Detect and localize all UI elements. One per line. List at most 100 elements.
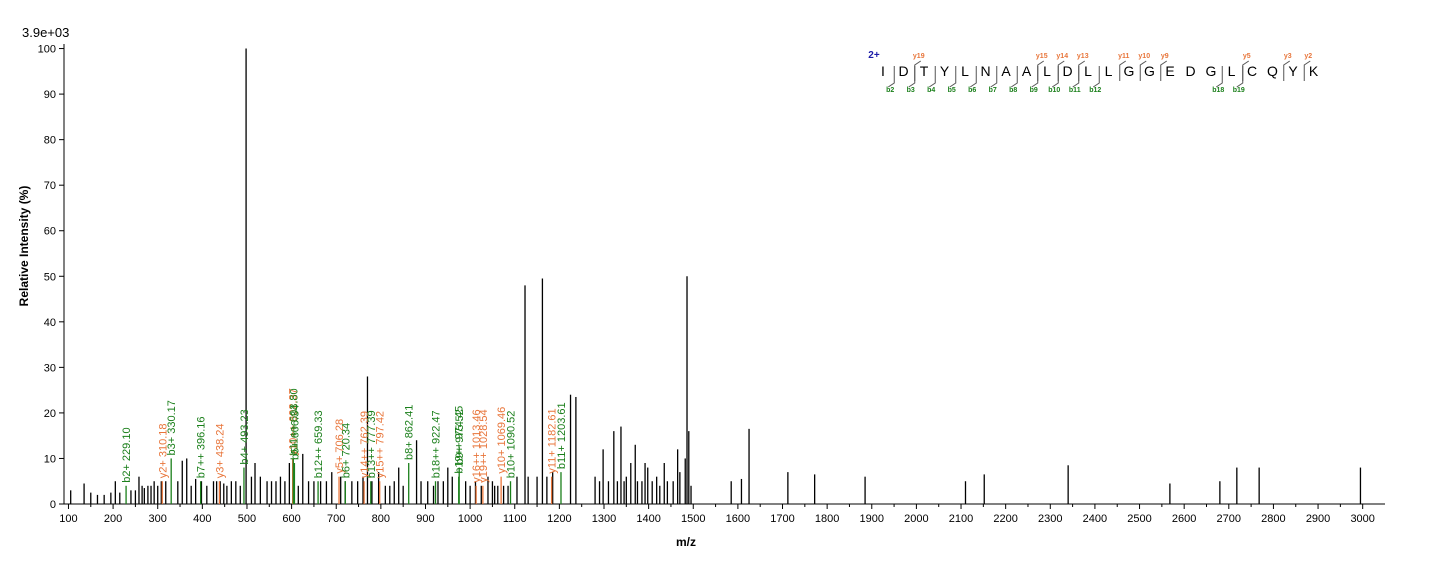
peak-label: y16++ 1013.46 bbox=[471, 409, 483, 482]
x-tick-label: 1300 bbox=[592, 513, 616, 525]
y-ion-bracket bbox=[1139, 60, 1147, 81]
x-tick-label: 900 bbox=[416, 513, 434, 525]
sequence-residue: D bbox=[1062, 63, 1072, 79]
b-ion-bracket bbox=[949, 66, 957, 88]
sequence-residue: L bbox=[1084, 63, 1092, 79]
y-tick-label: 40 bbox=[44, 317, 56, 329]
x-tick-label: 600 bbox=[282, 513, 300, 525]
peak-label: y5+ 706.28 bbox=[334, 419, 346, 474]
b-ion-bracket bbox=[1072, 66, 1080, 88]
sequence-residue: L bbox=[1228, 63, 1236, 79]
x-axis-label: m/z bbox=[676, 535, 696, 549]
b-ion-label: b11 bbox=[1069, 87, 1081, 94]
b-ion-bracket bbox=[1236, 66, 1244, 88]
sequence-residue: D bbox=[898, 63, 908, 79]
peak-bars bbox=[70, 48, 1362, 504]
x-tick-label: 1200 bbox=[547, 513, 571, 525]
peak-label: b3+ 330.17 bbox=[166, 400, 178, 455]
y-ion-label: y13 bbox=[1077, 53, 1089, 60]
b-ion-label: b7 bbox=[989, 87, 997, 94]
x-tick-label: 1600 bbox=[726, 513, 750, 525]
b-ion-label: b6 bbox=[968, 87, 976, 94]
x-tick-label: 3000 bbox=[1350, 513, 1374, 525]
sequence-residue: K bbox=[1309, 63, 1319, 79]
x-tick-label: 1900 bbox=[860, 513, 884, 525]
x-tick-label: 1700 bbox=[770, 513, 794, 525]
sequence-residue: A bbox=[1001, 63, 1011, 79]
peak-label: b13++ 777.39 bbox=[366, 410, 378, 478]
b-ion-label: b2 bbox=[886, 87, 894, 94]
peak-label: b10+ 1090.52 bbox=[506, 411, 518, 479]
x-tick-label: 1800 bbox=[815, 513, 839, 525]
x-tick-label: 2600 bbox=[1172, 513, 1196, 525]
y-axis-label: Relative Intensity (%) bbox=[17, 186, 31, 307]
y-ion-bracket bbox=[914, 60, 922, 81]
y-tick-label: 70 bbox=[44, 180, 56, 192]
y-tick-label: 10 bbox=[44, 453, 56, 465]
peptide-sequence-map: 2+I D T Y L N A A L D L L G G E D G L C Q Y Kb2 b3 b4 b5 b6 b7 b8 b9… bbox=[868, 50, 1319, 94]
peak-label: b2+ 229.10 bbox=[121, 427, 133, 482]
sequence-residue: T bbox=[920, 63, 929, 79]
y-ion-label: y19 bbox=[913, 53, 925, 60]
b-ion-label: b3 bbox=[907, 87, 915, 94]
y-ion-bracket bbox=[1037, 60, 1045, 81]
y-ion-label: y14 bbox=[1056, 53, 1068, 60]
peak-label: b12++ 659.33 bbox=[313, 410, 325, 478]
peak-label: y3+ 438.24 bbox=[214, 423, 226, 478]
peak-label: y14++ 762.39 bbox=[359, 411, 371, 478]
peak-label: b4+ 493.23 bbox=[239, 409, 251, 464]
b-ion-bracket bbox=[1010, 66, 1018, 88]
y-ion-bracket bbox=[1303, 60, 1311, 81]
sequence-residue: A bbox=[1022, 63, 1032, 79]
b-ion-label: b18 bbox=[1212, 87, 1224, 94]
y-ion-label: y9 bbox=[1161, 53, 1169, 60]
y-tick-label: 60 bbox=[44, 226, 56, 238]
sequence-residue: D bbox=[1185, 63, 1195, 79]
x-tick-label: 2900 bbox=[1306, 513, 1330, 525]
x-tick-label: 200 bbox=[104, 513, 122, 525]
sequence-residue: Q bbox=[1267, 63, 1278, 79]
y-tick-label: 0 bbox=[50, 499, 56, 511]
x-tick-label: 2300 bbox=[1038, 513, 1062, 525]
sequence-residue: Y bbox=[1288, 63, 1298, 79]
y-tick-label: 100 bbox=[38, 44, 56, 56]
sequence-residue: G bbox=[1206, 63, 1217, 79]
x-tick-label: 100 bbox=[59, 513, 77, 525]
y-ion-bracket bbox=[1119, 60, 1127, 81]
sequence-residue: L bbox=[1043, 63, 1051, 79]
x-tick-label: 1000 bbox=[458, 513, 482, 525]
b-ion-label: b8 bbox=[1009, 87, 1017, 94]
x-tick-label: 700 bbox=[327, 513, 345, 525]
sequence-residue: L bbox=[1105, 63, 1113, 79]
peak-label: y2+ 310.18 bbox=[157, 423, 169, 478]
sequence-residue: G bbox=[1124, 63, 1135, 79]
peak-label: b5+ 606.34 bbox=[289, 405, 301, 460]
b-ion-label: b12 bbox=[1089, 87, 1101, 94]
x-tick-label: 500 bbox=[238, 513, 256, 525]
y-ion-bracket bbox=[1078, 60, 1086, 81]
x-tick-label: 2700 bbox=[1217, 513, 1241, 525]
y-ion-label: y2 bbox=[1304, 53, 1312, 60]
peak-label: y19++ 1028.54 bbox=[478, 409, 490, 482]
x-tick-label: 2500 bbox=[1127, 513, 1151, 525]
sequence-residue: L bbox=[961, 63, 969, 79]
y-ion-bracket bbox=[1283, 60, 1291, 81]
peak-label: y10+ 1069.46 bbox=[496, 407, 508, 474]
y-ion-label: y5 bbox=[1243, 53, 1251, 60]
y-ion-label: y3 bbox=[1284, 53, 1292, 60]
b-ion-label: b4 bbox=[927, 87, 935, 94]
b-ion-bracket bbox=[1092, 66, 1100, 88]
peak-label: y11+ 1182.61 bbox=[547, 408, 559, 473]
axes: 0 10 20 30 40 50 60 70 80 90 100 100 200 300 400 500 600… bbox=[38, 44, 1385, 525]
sequence-residue: G bbox=[1144, 63, 1155, 79]
b-ion-bracket bbox=[908, 66, 916, 88]
b-ion-bracket bbox=[928, 66, 936, 88]
b-ion-bracket bbox=[1031, 66, 1039, 88]
y-tick-label: 20 bbox=[44, 408, 56, 420]
b-ion-label: b19 bbox=[1233, 87, 1245, 94]
peak-label: b8+ 862.41 bbox=[404, 405, 416, 460]
y-tick-label: 30 bbox=[44, 362, 56, 374]
b-ion-bracket bbox=[1215, 66, 1223, 88]
